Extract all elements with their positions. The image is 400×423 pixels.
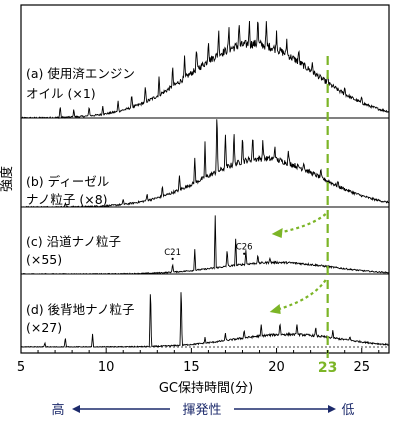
- panel-label-line1: (a) 使用済エンジン: [26, 66, 135, 81]
- volatility-label-bg: [170, 400, 234, 418]
- x-tick-label: 10: [98, 360, 115, 375]
- trace-b: [20, 119, 390, 208]
- migration-arrowhead-c: [271, 228, 283, 238]
- x-tick-label: 5: [17, 360, 25, 375]
- panel-label-line1: (c) 沿道ナノ粒子: [26, 234, 121, 249]
- x-tick-label: 15: [183, 360, 200, 375]
- migration-arrow-d: [275, 279, 327, 312]
- migration-arrow-c: [277, 213, 327, 235]
- panel-label-line2: オイル (×1): [26, 86, 96, 101]
- annotation-marker: [243, 252, 246, 255]
- annotation-marker: [171, 257, 174, 260]
- annotation-label: C21: [164, 248, 181, 258]
- volatility-high-label: 高: [51, 402, 64, 418]
- highlight-group: [269, 56, 329, 358]
- highlight-tick-label: 23: [318, 360, 337, 376]
- panel-label-line2: (×55): [26, 252, 62, 267]
- volatility-arrowhead-left: [72, 405, 80, 413]
- x-axis-label: GC保持時間(分): [159, 381, 253, 396]
- panel-label-line2: (×27): [26, 320, 62, 335]
- panel-label-line1: (b) ディーゼル: [26, 174, 109, 189]
- plot-frame: [20, 4, 390, 354]
- panel-label-line2: ナノ粒子 (×8): [26, 192, 108, 207]
- annotation-label: C26: [236, 243, 253, 253]
- x-tick-label: 25: [353, 360, 370, 375]
- migration-arrowhead-d: [269, 304, 281, 314]
- panel-label-line1: (d) 後背地ナノ粒子: [26, 302, 135, 317]
- panel-c: (c) 沿道ナノ粒子 (×55): [20, 206, 390, 275]
- volatility-low-label: 低: [341, 403, 354, 418]
- volatility-arrowhead-right: [328, 405, 336, 413]
- y-axis-label: 強度: [0, 166, 15, 192]
- annotations-group: C21 C26: [164, 243, 253, 260]
- trace-d: [20, 292, 390, 348]
- panel-d: (d) 後背地ナノ粒子 (×27): [20, 273, 390, 348]
- volatility-scale: 高 揮発性 低: [51, 400, 355, 418]
- x-axis: 5 10 15 20 25: [17, 348, 380, 375]
- volatility-axis-label: 揮発性: [182, 403, 221, 418]
- x-tick-label: 20: [268, 360, 285, 375]
